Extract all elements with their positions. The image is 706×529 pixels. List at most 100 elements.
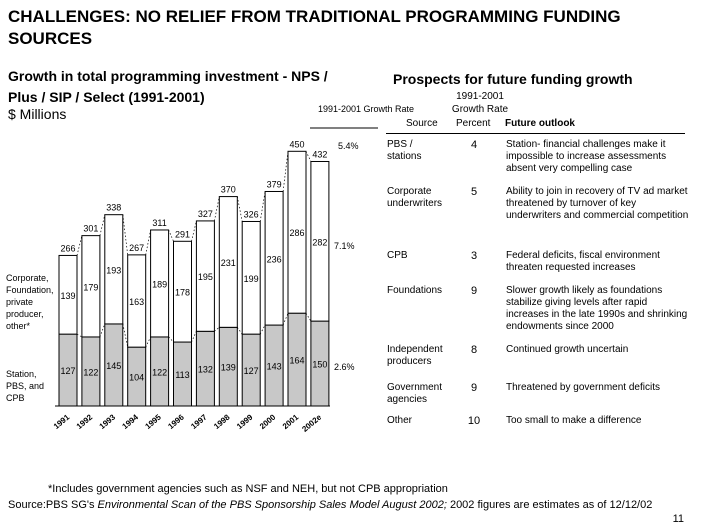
label-upper-1993: 193 — [106, 265, 121, 275]
tick-1998: 1998 — [212, 412, 232, 431]
row-percent: 5 — [470, 186, 478, 198]
label-upper-1999: 199 — [244, 274, 259, 284]
tick-2000: 2000 — [258, 412, 278, 431]
connector-top-2 — [122, 214, 129, 255]
label-lower-2002e: 150 — [312, 360, 327, 370]
connector-top-8 — [259, 191, 266, 222]
row-outlook: Continued growth uncertain — [506, 344, 629, 355]
row-outlook: Federal deficits, fiscal environment thr… — [506, 250, 660, 273]
col-percent: Percent — [456, 118, 491, 129]
page-number: 11 — [672, 513, 684, 525]
label-total-2002e: 432 — [312, 149, 327, 159]
label-lower-2001: 164 — [289, 356, 304, 366]
connector-mid-0 — [76, 333, 83, 338]
label-total-1992: 301 — [83, 224, 98, 234]
label-total-1996: 291 — [175, 229, 190, 239]
label-total-2000: 379 — [267, 179, 282, 189]
bar-upper-2002e — [310, 160, 330, 322]
connector-mid-5 — [191, 331, 197, 343]
connector-mid-7 — [237, 327, 243, 335]
row-outlook: Threatened by government deficits — [506, 382, 660, 393]
label-upper-1995: 189 — [152, 279, 167, 289]
connector-mid-2 — [122, 323, 129, 348]
connector-top-3 — [145, 229, 151, 255]
label-upper-1991: 139 — [60, 291, 75, 301]
row-outlook: Ability to join in recovery of TV ad mar… — [506, 186, 689, 221]
growth-rate-lower: 2.6% — [334, 362, 355, 372]
tick-1995: 1995 — [143, 412, 163, 431]
connector-top-1 — [99, 214, 106, 236]
label-lower-2000: 143 — [267, 362, 282, 372]
col-pct-mid: Growth Rate — [451, 104, 509, 115]
bar-upper-2001 — [287, 150, 307, 314]
label-upper-1994: 163 — [129, 297, 144, 307]
row-percent: 9 — [470, 285, 478, 297]
source-title: Environmental Scan of the PBS Sponsorshi… — [97, 499, 447, 511]
label-lower-1994: 104 — [129, 373, 144, 383]
row-source: Corporate underwriters — [387, 186, 443, 209]
source-note: Source:PBS SG's Environmental Scan of th… — [8, 498, 668, 512]
table-header-rule — [386, 133, 685, 134]
label-lower-1998: 139 — [221, 363, 236, 373]
chart-unit: $ Millions — [8, 106, 67, 122]
tick-1994: 1994 — [121, 412, 141, 431]
tick-2001: 2001 — [281, 412, 301, 431]
slide-title: CHALLENGES: NO RELIEF FROM TRADITIONAL P… — [8, 7, 621, 48]
label-upper-1998: 231 — [221, 258, 236, 268]
growth-rate-header: 1991-2001 Growth Rate — [318, 104, 415, 114]
label-upper-2000: 236 — [267, 254, 282, 264]
row-percent: 8 — [470, 344, 478, 356]
label-lower-1995: 122 — [152, 367, 167, 377]
source-suffix: 2002 figures are estimates as of 12/12/0… — [446, 499, 653, 511]
bar-upper-1999 — [241, 220, 261, 335]
connector-mid-1 — [99, 323, 106, 338]
connector-mid-3 — [145, 336, 151, 348]
legend-lower-label: Station, PBS, and CPB — [6, 369, 45, 403]
label-lower-1997: 132 — [198, 365, 213, 375]
label-total-1998: 370 — [221, 185, 236, 195]
bar-upper-1991 — [58, 254, 78, 335]
label-upper-1997: 195 — [198, 272, 213, 282]
label-total-2001: 450 — [289, 139, 304, 149]
row-source: Other — [387, 415, 413, 426]
row-outlook: Slower growth likely as foundations stab… — [506, 285, 688, 332]
bar-upper-1993 — [104, 214, 124, 325]
label-lower-1992: 122 — [83, 367, 98, 377]
label-upper-1992: 179 — [83, 282, 98, 292]
tick-1996: 1996 — [166, 412, 186, 431]
row-outlook: Station- financial challenges make it im… — [506, 139, 667, 174]
label-upper-2001: 286 — [289, 228, 304, 238]
connector-mid-10 — [305, 312, 312, 322]
bar-upper-1997 — [195, 220, 215, 332]
tick-1999: 1999 — [235, 412, 255, 431]
legend-upper-label: Corporate, Foundation, private producer,… — [6, 273, 54, 331]
chart-title: Growth in total programming investment -… — [8, 68, 328, 105]
tick-1997: 1997 — [189, 412, 209, 431]
bar-upper-1996 — [173, 240, 192, 343]
label-total-1994: 267 — [129, 243, 144, 253]
connector-top-0 — [76, 235, 83, 256]
growth-rate-upper: 7.1% — [334, 241, 355, 251]
col-pct-top: 1991-2001 — [456, 91, 504, 102]
row-percent: 4 — [470, 139, 478, 151]
row-percent: 10 — [467, 415, 481, 427]
bar-upper-1992 — [81, 235, 101, 338]
label-lower-1999: 127 — [244, 366, 259, 376]
col-outlook: Future outlook — [505, 118, 575, 129]
row-source: CPB — [387, 250, 408, 261]
row-source: PBS / stations — [387, 139, 422, 162]
label-total-1991: 266 — [60, 243, 75, 253]
row-outlook: Too small to make a difference — [506, 415, 642, 426]
tick-1991: 1991 — [52, 412, 72, 431]
col-source: Source — [406, 118, 438, 129]
growth-rate-total: 5.4% — [338, 141, 359, 151]
connector-top-7 — [236, 196, 243, 222]
connector-top-5 — [191, 220, 197, 242]
label-upper-2002e: 282 — [312, 237, 327, 247]
tick-2002e: 2002e — [300, 412, 323, 434]
row-percent: 9 — [470, 382, 478, 394]
connector-top-6 — [214, 196, 220, 221]
label-upper-1996: 178 — [175, 288, 190, 298]
bar-upper-1995 — [150, 229, 170, 338]
